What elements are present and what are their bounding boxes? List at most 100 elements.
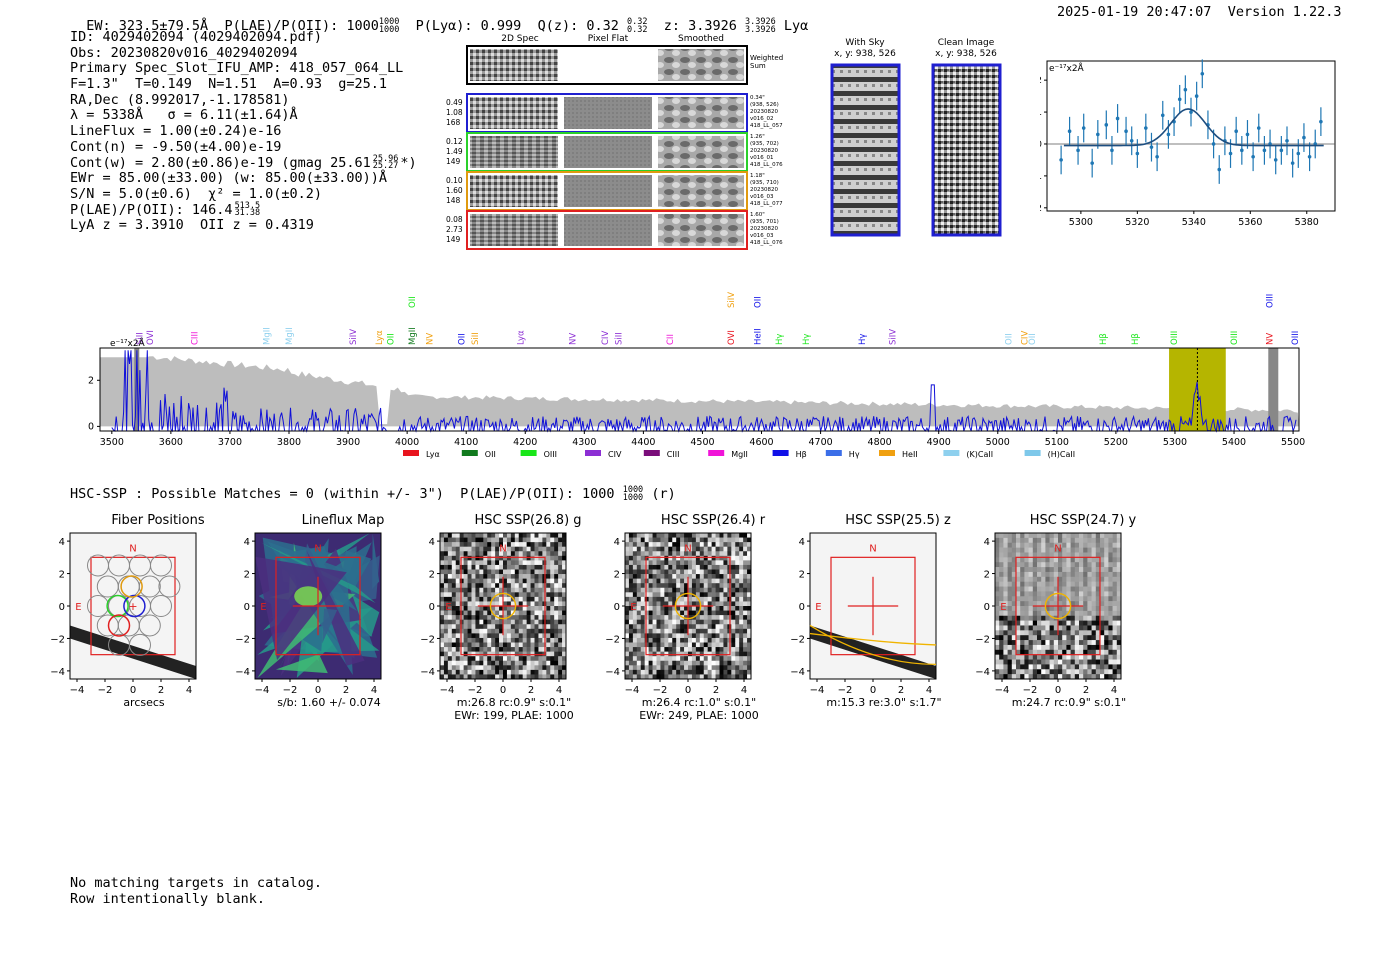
- weighted-smoothed: [658, 49, 744, 81]
- ew-value: EW: 323.5±79.5Å: [86, 18, 209, 34]
- hsc-panel: N E 4 2 0 −2 −4 −4 −2 0 2 4: [605, 532, 752, 696]
- gmag-lo: 25.27: [372, 160, 399, 171]
- hsc-ytick-label: 2: [614, 570, 620, 581]
- spec-line-label: NV: [569, 333, 579, 345]
- fit-xtick-label: 5300: [1069, 217, 1093, 228]
- north-label: N: [499, 544, 506, 555]
- spec-axes: [99, 347, 1300, 432]
- fit-point: [1081, 126, 1086, 130]
- hsc-ytick-label: 0: [799, 602, 805, 613]
- spec-line-label: MgII: [285, 327, 295, 345]
- hsc-panel-title: HSC SSP(26.4) r: [660, 513, 766, 528]
- info-contw-text: Cont(w) = 2.80(±0.86)e-19 (gmag 25.61: [70, 154, 371, 171]
- hsc-xtick-label: −2: [468, 685, 483, 696]
- fit-point: [1183, 87, 1188, 92]
- fit-point: [1177, 97, 1182, 102]
- qz-value: Q(z): 0.32: [537, 18, 619, 34]
- fiber-circle-blue: [123, 594, 146, 618]
- cutout-panel: [466, 45, 748, 250]
- hsc-ytick-label: 4: [59, 537, 65, 548]
- fit-ytick-label: −2: [1040, 204, 1042, 214]
- fit-gaussian: [1063, 108, 1324, 147]
- hsc-caption-1: s/b: 1.60 +/- 0.074: [277, 696, 381, 709]
- weighted-sum-label: Weighted Sum: [750, 54, 784, 70]
- cutout-meta: v016_01: [750, 155, 774, 161]
- legend-swatch: [943, 450, 960, 456]
- hsc-ytick-label: 2: [59, 570, 65, 581]
- fit-point: [1194, 94, 1199, 98]
- hsc-caption-1: m:26.4 rc:1.0" s:0.1": [641, 696, 757, 709]
- info-plae: P(LAE)/P(OII): 146.4 513.5 31.38: [70, 201, 417, 219]
- hsc-panel-title: HSC SSP(25.5) z: [845, 513, 951, 528]
- fit-point: [1251, 154, 1255, 159]
- cutout-meta: (935, 710): [750, 180, 779, 186]
- fit-point: [1262, 148, 1267, 153]
- fit-point: [1245, 132, 1250, 137]
- spec-line-label: SiII: [615, 332, 625, 345]
- cutout-meta: 0.34": [750, 95, 765, 101]
- legend-swatch: [403, 450, 419, 456]
- line-fit-plot: 2 1 0 −1 −2 5300 5320 5340 5360 5380 e⁻¹⁷x2Å: [1040, 55, 1340, 235]
- hsc-ytick-label: −2: [790, 634, 805, 645]
- timestamp: 2025-01-19 20:47:07: [1057, 4, 1212, 20]
- spec-line-label: SiII: [136, 332, 146, 345]
- hsc-ytick-label: −2: [235, 634, 250, 645]
- hsc-xtick-label: −2: [283, 685, 298, 696]
- catalog-note-line2: Row intentionally blank.: [70, 890, 266, 907]
- hsc-panel: N E 4 2 0 −2 −4 −4 −2 0 2 4: [235, 532, 382, 696]
- fit-point: [1302, 135, 1306, 140]
- legend-swatch: [879, 450, 895, 456]
- hsc-source-circle: [489, 592, 517, 620]
- cutout-meta: 418_LL_057: [750, 123, 783, 129]
- clean-xy: x, y: 938, 526: [935, 49, 997, 59]
- fit-point: [1144, 126, 1148, 130]
- weighted-2dspec: [470, 49, 558, 81]
- hsc-ytick-label: 2: [244, 570, 250, 581]
- legend-label: HeII: [902, 450, 918, 459]
- hsc-xtick-label: −2: [1023, 685, 1038, 696]
- with-sky-xy: x, y: 938, 526: [834, 49, 896, 59]
- hsc-aperture-box: [275, 556, 361, 656]
- cutout-smoothed: [658, 97, 744, 129]
- east-label: E: [260, 602, 266, 613]
- fiber-circle-green: [106, 594, 129, 618]
- hsc-image: [995, 533, 1122, 680]
- hsc-xtick-label: 2: [713, 685, 719, 696]
- spec-mask: [134, 348, 140, 431]
- hsc-xtick-label: 2: [528, 685, 534, 696]
- spec-upper-line-label: OIII: [1265, 294, 1275, 308]
- cutout-meta: v016_03: [750, 233, 774, 239]
- col-smoothed: Smoothed: [678, 34, 724, 44]
- cutout-smoothed: [658, 136, 744, 168]
- with-sky-title: With Sky x, y: 938, 526: [795, 38, 935, 60]
- legend-label: OIII: [544, 450, 557, 459]
- spec-xtick-label: 4600: [749, 437, 773, 448]
- cutout-stat: 148: [446, 196, 461, 205]
- hsc-aperture-box: [645, 556, 731, 656]
- z-value: z: 3.3926: [663, 18, 737, 34]
- spec-xtick-label: 3500: [100, 437, 124, 448]
- z-lo: 3.3926: [745, 25, 776, 35]
- legend-swatch: [461, 450, 478, 456]
- fit-point: [1273, 158, 1278, 162]
- spec-line-label: Lyα: [375, 330, 385, 345]
- hsc-panel-title: Fiber Positions: [111, 513, 205, 528]
- qz-hi: 0.32: [627, 17, 648, 27]
- fiber-circle: [138, 575, 161, 598]
- spec-xtick-label: 4100: [454, 437, 478, 448]
- hsc-caption-2: EWr: 249, PLAE: 1000: [639, 709, 759, 722]
- fit-point: [1135, 151, 1140, 156]
- hsc-xtick-label: 4: [926, 685, 932, 696]
- hsc-ellipse: [809, 624, 937, 666]
- spec-line-label: Hγ: [802, 334, 812, 345]
- hsc-panel: + N E 4 2 0 −2 −4 −4 −2 0 2 4: [50, 532, 197, 696]
- clean-title: Clean Image x, y: 938, 526: [896, 38, 1036, 60]
- spec-line-label: Lyα: [517, 330, 527, 345]
- cutout-meta: v016_03: [750, 194, 774, 200]
- cutout-stat: 168: [446, 118, 461, 127]
- spec-scale-label: e⁻¹⁷x2Å: [110, 337, 146, 349]
- spec-xtick-label: 4000: [395, 437, 419, 448]
- hsc-xtick-label: −4: [255, 685, 270, 696]
- spec-upper-line-label: OII: [753, 296, 763, 308]
- spec-line-label: SiII: [471, 332, 481, 345]
